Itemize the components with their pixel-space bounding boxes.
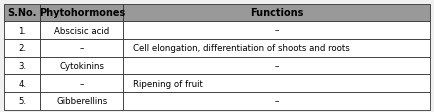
Bar: [40, 92, 123, 110]
Text: –: –: [274, 26, 279, 35]
Bar: [4, 75, 40, 92]
Bar: [123, 92, 430, 110]
Bar: [123, 4, 430, 22]
Text: 1.: 1.: [18, 26, 26, 35]
Bar: [40, 22, 123, 40]
Bar: [4, 92, 40, 110]
Bar: [123, 57, 430, 75]
Bar: [40, 40, 123, 57]
Text: S.No.: S.No.: [8, 8, 37, 18]
Text: Cytokinins: Cytokinins: [59, 61, 105, 70]
Text: Functions: Functions: [250, 8, 303, 18]
Text: Cell elongation, differentiation of shoots and roots: Cell elongation, differentiation of shoo…: [133, 44, 349, 53]
Text: 4.: 4.: [18, 79, 26, 88]
Bar: [123, 75, 430, 92]
Bar: [123, 22, 430, 40]
Bar: [123, 40, 430, 57]
Text: 5.: 5.: [18, 97, 26, 105]
Bar: [4, 40, 40, 57]
Text: Gibberellins: Gibberellins: [56, 97, 108, 105]
Text: –: –: [274, 97, 279, 105]
Bar: [40, 57, 123, 75]
Text: –: –: [274, 61, 279, 70]
Text: 3.: 3.: [18, 61, 26, 70]
Bar: [4, 57, 40, 75]
Text: –: –: [80, 44, 84, 53]
Text: Ripening of fruit: Ripening of fruit: [133, 79, 203, 88]
Bar: [40, 75, 123, 92]
Text: Abscisic acid: Abscisic acid: [54, 26, 110, 35]
Text: Phytohormones: Phytohormones: [39, 8, 125, 18]
Bar: [40, 4, 123, 22]
Text: 2.: 2.: [18, 44, 26, 53]
Text: –: –: [80, 79, 84, 88]
Bar: [4, 22, 40, 40]
Bar: [4, 4, 40, 22]
